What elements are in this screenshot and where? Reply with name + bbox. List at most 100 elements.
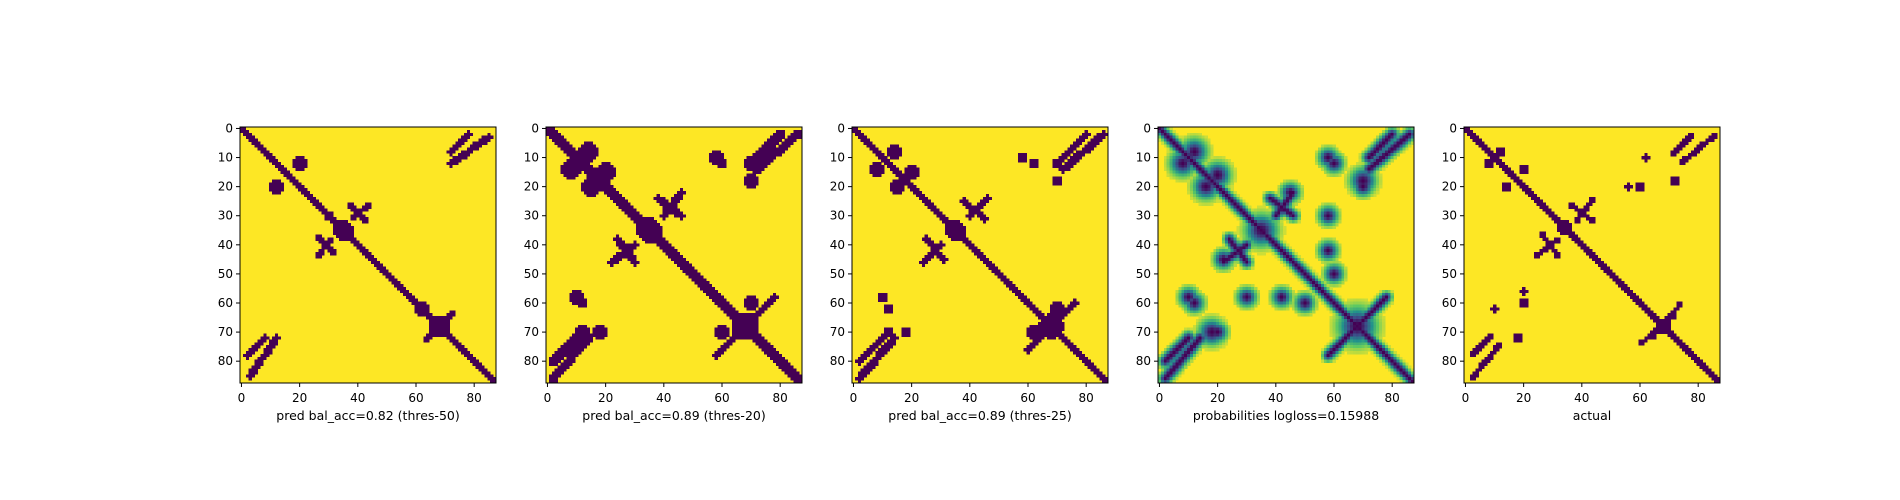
heatmap-cell [889, 307, 894, 311]
heatmap-cell [382, 266, 386, 270]
heatmap-cell [1288, 214, 1293, 218]
heatmap-cell [1239, 211, 1243, 215]
heatmap-cell [1184, 179, 1188, 183]
heatmap-cell [784, 359, 788, 363]
heatmap-cell [1181, 289, 1185, 294]
heatmap-cell [1300, 260, 1304, 265]
heatmap-cell [729, 310, 733, 314]
heatmap-cell [452, 147, 456, 151]
heatmap-cell [1277, 220, 1281, 224]
heatmap-cell [1032, 336, 1036, 340]
heatmap-cell [272, 339, 276, 343]
heatmap-cell [1355, 310, 1360, 314]
heatmap-cell [1224, 205, 1229, 209]
heatmap-cell [866, 144, 870, 148]
heatmap-cell [615, 234, 620, 238]
heatmap-cell [1315, 287, 1319, 291]
heatmap-cell [1061, 339, 1065, 343]
heatmap-cell [1300, 263, 1304, 267]
heatmap-cell [907, 170, 911, 174]
heatmap-cell [1335, 275, 1339, 279]
heatmap-cell [910, 176, 914, 180]
heatmap-cell [458, 141, 462, 145]
heatmap-cell [1248, 307, 1252, 311]
heatmap-cell [1032, 164, 1036, 169]
heatmap-cell [429, 327, 433, 331]
heatmap-cell [1216, 156, 1220, 160]
heatmap-cell [563, 342, 567, 346]
heatmap-cell [755, 336, 759, 340]
heatmap-cell [1329, 289, 1333, 294]
heatmap-cell [674, 211, 678, 215]
heatmap-cell [1376, 153, 1380, 157]
heatmap-cell [1184, 159, 1188, 163]
heatmap-cell [400, 289, 404, 294]
heatmap-cell [1219, 164, 1223, 169]
heatmap-cell [761, 156, 765, 160]
heatmap-cell [1245, 217, 1249, 221]
heatmap-cell [1373, 141, 1377, 145]
heatmap-cell [1192, 138, 1197, 142]
heatmap-cell [423, 313, 427, 317]
heatmap-cell [586, 185, 590, 189]
heatmap-cell [1262, 246, 1266, 250]
heatmap-cell [1198, 150, 1202, 154]
heatmap-cell [671, 249, 675, 253]
heatmap-cell [1227, 167, 1232, 171]
heatmap-cell [440, 316, 444, 320]
heatmap-cell [1175, 292, 1179, 297]
heatmap-cell [1268, 220, 1272, 224]
heatmap-cell [280, 167, 284, 171]
x-tick-label: 60 [408, 391, 423, 405]
heatmap-cell [1332, 217, 1336, 221]
heatmap-cell [1201, 150, 1205, 154]
heatmap-cell [583, 191, 588, 195]
heatmap-cell [1032, 161, 1036, 166]
heatmap-cell [251, 141, 255, 145]
heatmap-cell [1222, 191, 1226, 195]
heatmap-cell [1099, 132, 1103, 137]
heatmap-cell [312, 202, 316, 206]
heatmap-cell [787, 362, 791, 366]
heatmap-cell [659, 196, 663, 201]
heatmap-cell [612, 199, 617, 203]
heatmap-cell [697, 281, 701, 285]
heatmap-cell [743, 161, 748, 166]
heatmap-cell [1207, 188, 1211, 192]
heatmap-cell [1055, 182, 1059, 186]
heatmap-cell [889, 339, 894, 343]
heatmap-cell [676, 252, 681, 256]
heatmap-cell [1204, 167, 1208, 171]
heatmap-cell [1309, 292, 1313, 297]
heatmap-cell [546, 129, 550, 134]
heatmap-cell [365, 252, 369, 256]
heatmap-cell [1236, 298, 1240, 302]
heatmap-cell [344, 225, 348, 230]
heatmap-cell [898, 179, 902, 183]
heatmap-cell [1280, 287, 1284, 291]
heatmap-cell [1169, 144, 1173, 148]
heatmap-cell [1210, 263, 1214, 267]
heatmap-cell [1181, 170, 1185, 174]
heatmap-cell [1347, 170, 1351, 174]
heatmap-cell [1251, 255, 1255, 259]
heatmap-cell [1204, 138, 1208, 142]
heatmap-cell [878, 150, 882, 154]
heatmap-cell [1224, 182, 1229, 186]
heatmap-cell [633, 246, 637, 250]
heatmap-cell [557, 144, 561, 148]
heatmap-cell [1158, 127, 1162, 131]
heatmap-cell [612, 255, 617, 259]
heatmap-cell [723, 330, 727, 334]
heatmap-cell [866, 371, 870, 375]
heatmap-cell [1341, 281, 1345, 285]
heatmap-cell [1361, 173, 1365, 177]
heatmap-cell [671, 255, 675, 259]
heatmap-cell [1216, 161, 1220, 166]
heatmap-cell [1309, 287, 1313, 291]
heatmap-cell [575, 292, 579, 297]
heatmap-cell [429, 319, 433, 323]
heatmap-cell [1329, 257, 1333, 262]
heatmap-cell [1035, 310, 1039, 314]
heatmap-cell [933, 243, 937, 247]
